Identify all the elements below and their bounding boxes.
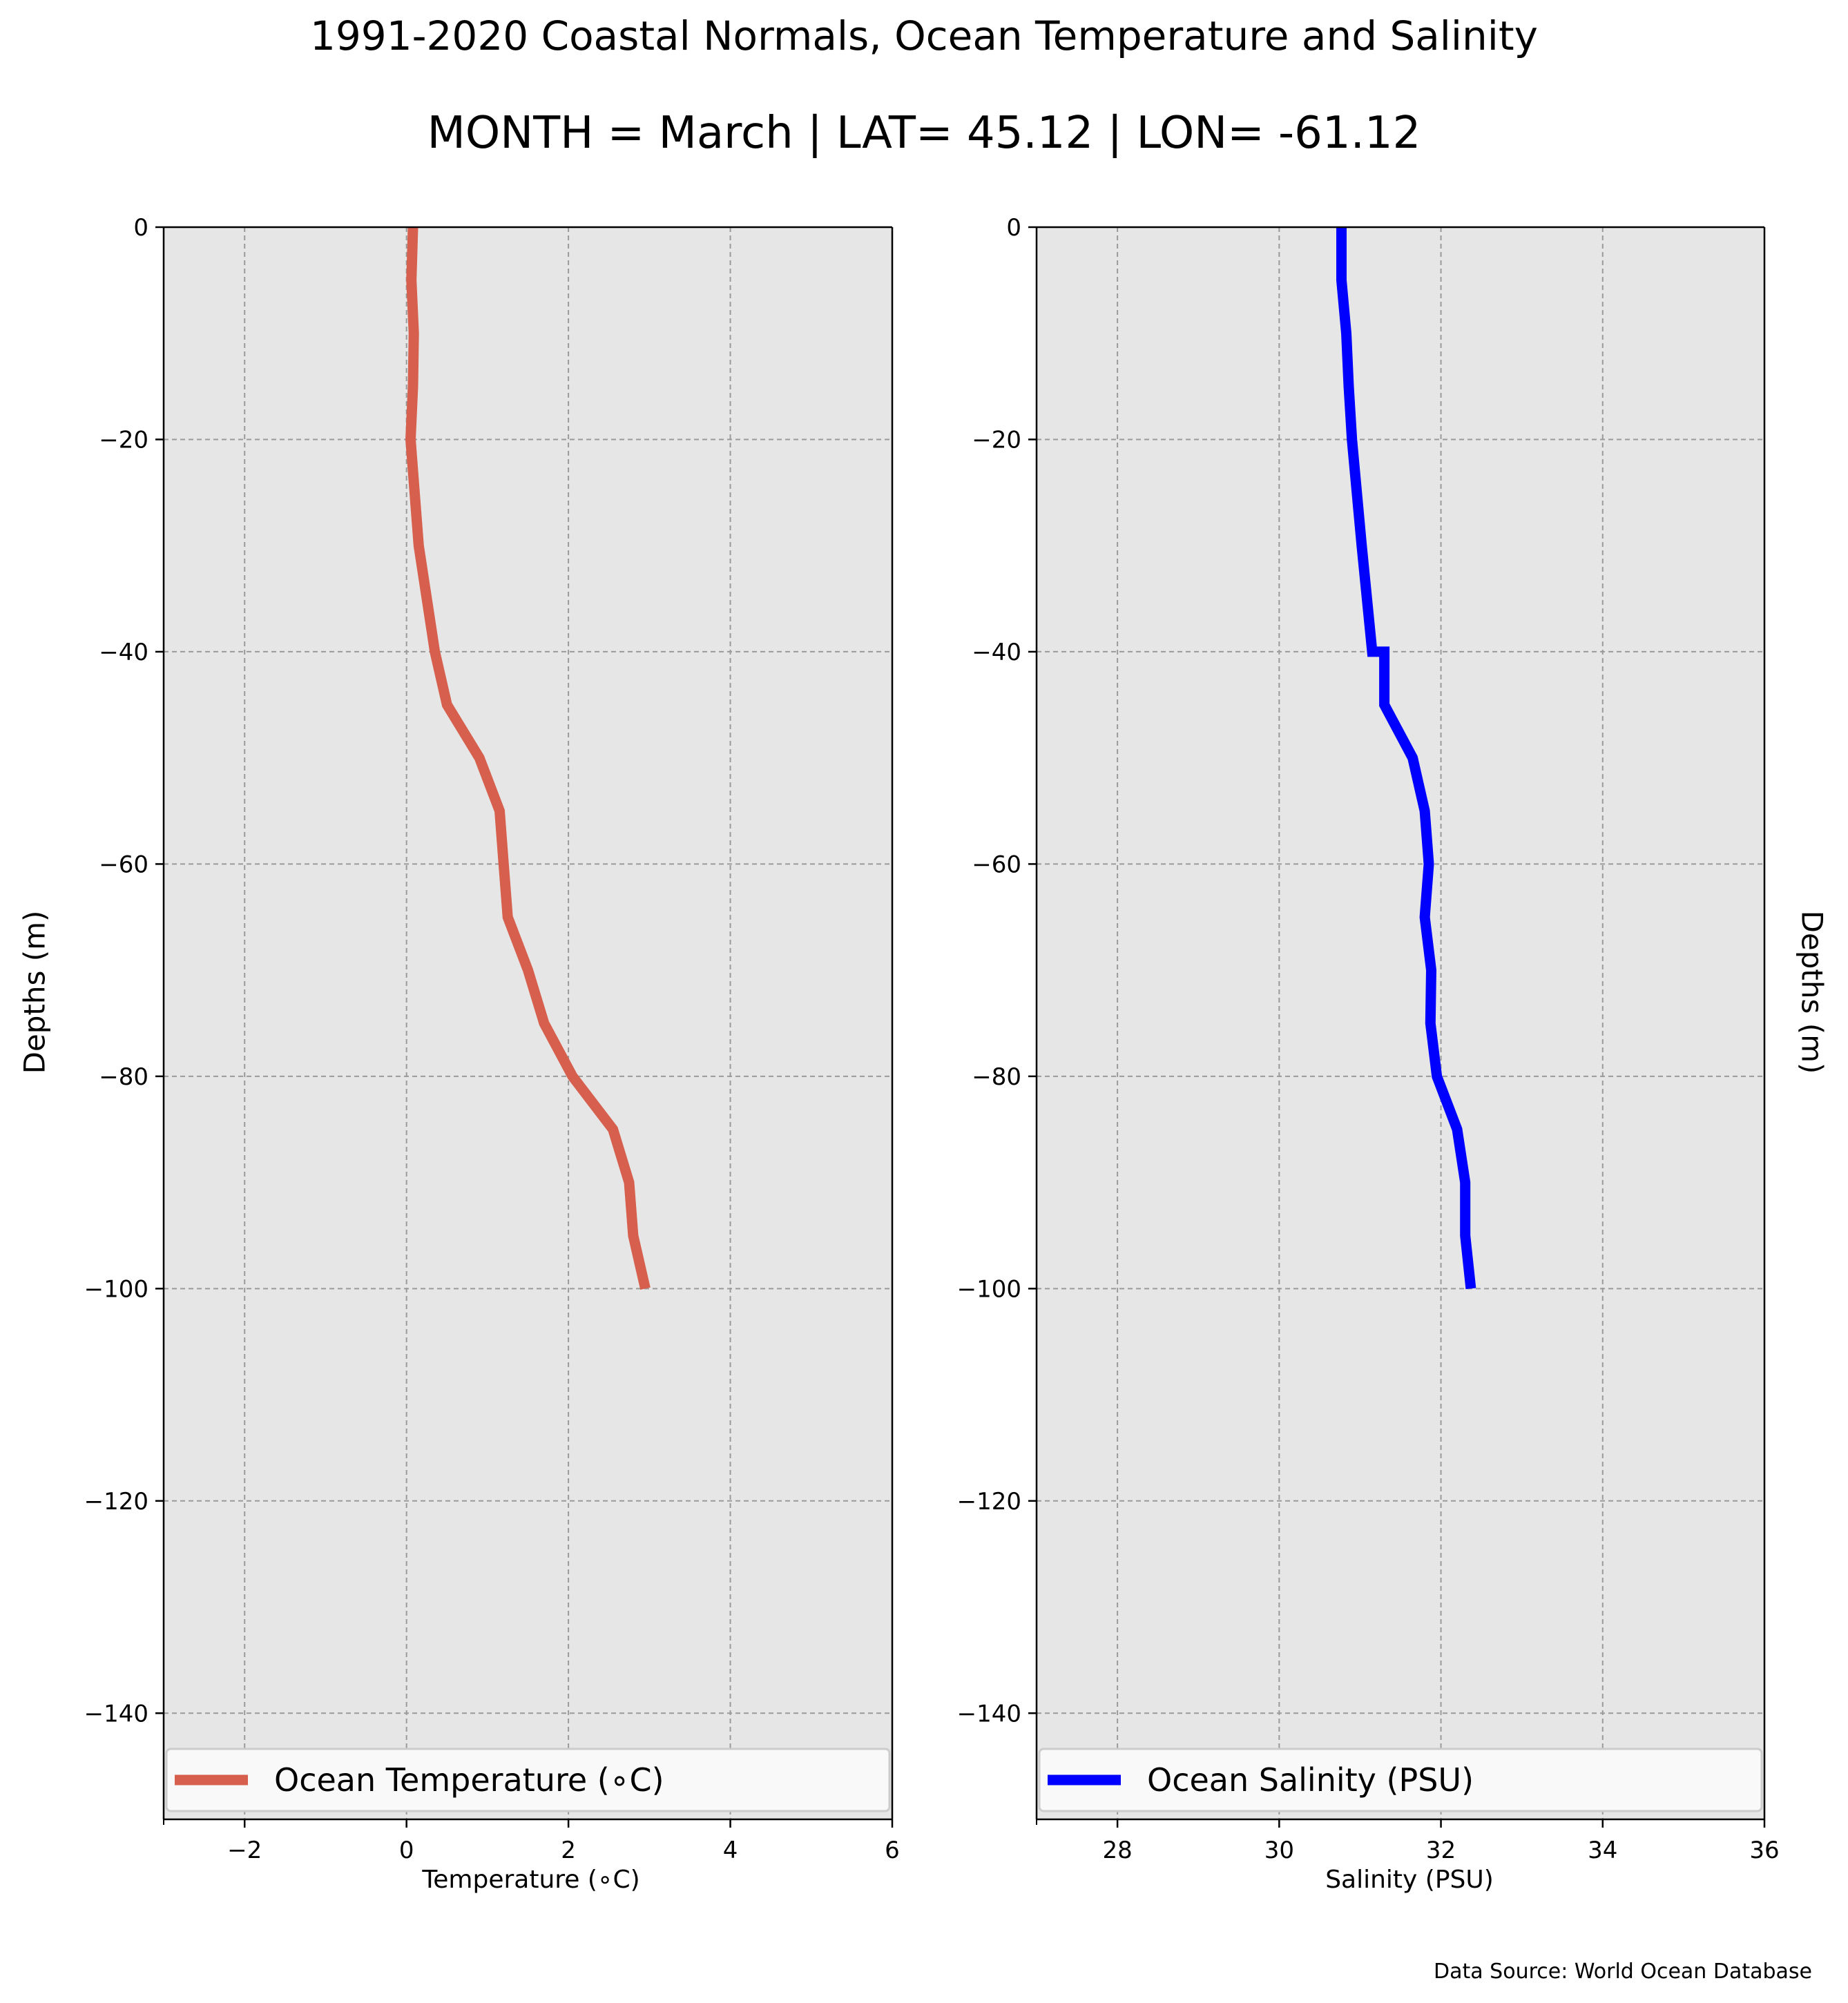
y-tick-label: −140 [957, 1700, 1021, 1728]
y-tick-label: −100 [957, 1275, 1021, 1303]
x-tick-label: 0 [399, 1837, 414, 1864]
legend-box [1038, 1748, 1763, 1812]
legend-box [165, 1748, 891, 1812]
y-tick-label: −20 [972, 426, 1021, 454]
y-tick-label: 0 [133, 214, 148, 242]
x-tick-label: 32 [1426, 1837, 1456, 1864]
figure-subtitle: MONTH = March | LAT= 45.12 | LON= -61.12 [427, 108, 1421, 159]
temperature-panel: Ocean Temperature (∘C)0−20−40−60−80−100−… [84, 214, 900, 1864]
y-tick-label: −60 [99, 851, 148, 878]
x-tick-label: 36 [1749, 1837, 1779, 1864]
y-tick-label: −80 [99, 1063, 148, 1091]
figure-title: 1991-2020 Coastal Normals, Ocean Tempera… [310, 12, 1538, 59]
y-tick-label: −120 [957, 1488, 1021, 1516]
plot-background [1037, 227, 1764, 1819]
x-tick-label: 4 [723, 1837, 738, 1864]
legend-label: Ocean Temperature (∘C) [274, 1761, 664, 1799]
x-tick-label: 34 [1588, 1837, 1617, 1864]
y-tick-label: −60 [972, 851, 1021, 878]
salinity-panel: Ocean Salinity (PSU) 0 −20 −40 −60 −80 −100 −12… [957, 214, 1780, 1864]
y-tick-label: −100 [84, 1275, 148, 1303]
x-axis-label-salinity: Salinity (PSU) [1325, 1866, 1494, 1894]
y-tick-label: −120 [84, 1488, 148, 1516]
x-tick-label: 28 [1102, 1837, 1132, 1864]
salinity-series-line [1336, 227, 1476, 1290]
legend-label: Ocean Salinity (PSU) [1147, 1761, 1474, 1799]
x-tick-label: 30 [1264, 1837, 1294, 1864]
y-tick-label: −40 [99, 639, 148, 666]
x-tick-label: 2 [561, 1837, 576, 1864]
y-tick-label: −80 [972, 1063, 1021, 1091]
y-tick-label: 0 [1006, 214, 1021, 242]
x-axis-label-temperature: Temperature (∘C) [422, 1866, 640, 1894]
x-tick-label: 6 [885, 1837, 900, 1864]
y-axis-label-right: Depths (m) [1795, 910, 1829, 1074]
temperature-series-line [405, 226, 651, 1290]
y-tick-label: −40 [972, 639, 1021, 666]
x-tick-label: −2 [227, 1837, 262, 1864]
y-axis-label-left: Depths (m) [17, 910, 52, 1074]
plot-background [164, 227, 892, 1819]
y-tick-label: −20 [99, 426, 148, 454]
data-source-note: Data Source: World Ocean Database [1434, 1960, 1812, 1984]
y-tick-label: −140 [84, 1700, 148, 1728]
